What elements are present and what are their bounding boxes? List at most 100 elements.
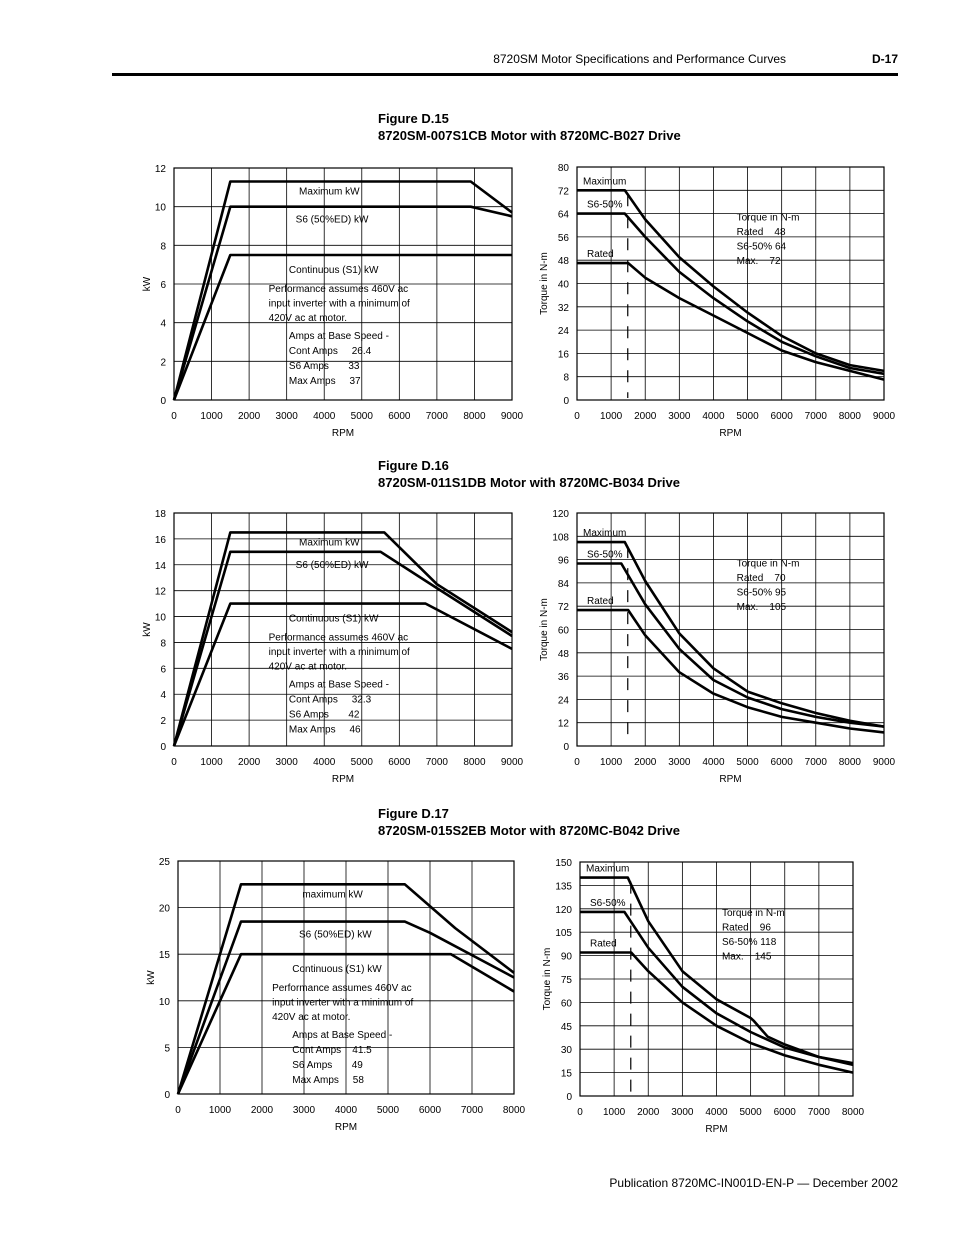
performance-note-line: input inverter with a minimum of — [269, 647, 410, 658]
y-axis-label: kW — [142, 276, 153, 291]
y-tick-label: 30 — [561, 1045, 573, 1056]
x-tick-label: 7000 — [805, 411, 828, 422]
maximum-torque-label: Maximum — [586, 864, 629, 875]
torque-legend-line: S6-50% 118 — [722, 937, 777, 948]
y-tick-label: 4 — [160, 690, 166, 701]
amps-line: Amps at Base Speed - — [289, 680, 389, 691]
x-tick-label: 0 — [574, 757, 580, 768]
maximum-kw-label: Maximum kW — [299, 187, 360, 198]
x-tick-label: 6000 — [771, 411, 794, 422]
plot-frame — [173, 167, 513, 401]
y-tick-label: 105 — [555, 928, 572, 939]
maximum-kw-label: Maximum kW — [299, 537, 360, 548]
page-header-title: 8720SM Motor Specifications and Performa… — [493, 52, 786, 66]
x-tick-label: 2000 — [634, 411, 657, 422]
x-tick-label: 0 — [574, 411, 580, 422]
x-tick-label: 6000 — [388, 411, 411, 422]
y-tick-label: 60 — [561, 998, 573, 1009]
x-tick-label: 5000 — [736, 411, 759, 422]
y-tick-label: 0 — [566, 1092, 572, 1103]
y-tick-label: 80 — [558, 163, 570, 174]
series-line-2 — [176, 952, 515, 1095]
series-line-0 — [172, 531, 513, 747]
figure-title-d15: Figure D.15 8720SM-007S1CB Motor with 87… — [378, 110, 681, 144]
y-tick-label: 45 — [561, 1022, 573, 1033]
y-tick-label: 10 — [159, 997, 171, 1008]
y-tick-label: 120 — [552, 509, 569, 520]
x-axis-label: RPM — [332, 774, 354, 785]
series-line-1 — [176, 920, 515, 1095]
s6-kw-label: S6 (50%ED) kW — [299, 930, 372, 941]
x-tick-label: 6000 — [388, 757, 411, 768]
x-tick-label: 2000 — [238, 411, 261, 422]
performance-note-line: Performance assumes 460V ac — [272, 983, 412, 994]
x-tick-label: 3000 — [293, 1105, 316, 1116]
y-tick-label: 60 — [558, 626, 570, 637]
y-tick-label: 8 — [563, 373, 569, 384]
x-tick-label: 4000 — [702, 411, 725, 422]
x-axis-label: RPM — [332, 428, 354, 439]
continuous-kw-label: Continuous (S1) kW — [289, 614, 379, 625]
x-tick-label: 7000 — [805, 757, 828, 768]
y-tick-label: 10 — [155, 203, 167, 214]
performance-note-line: 420V ac at motor. — [272, 1012, 350, 1023]
y-tick-label: 0 — [160, 396, 166, 407]
y-tick-label: 120 — [555, 905, 572, 916]
x-tick-label: 0 — [171, 411, 177, 422]
x-tick-label: 6000 — [774, 1107, 797, 1118]
y-tick-label: 25 — [159, 857, 171, 868]
x-tick-label: 7000 — [426, 411, 449, 422]
amps-line: Max Amps 37 — [289, 376, 361, 387]
maximum-kw-label: maximum kW — [302, 889, 363, 900]
plot-frame — [579, 861, 854, 1097]
performance-note-line: 420V ac at motor. — [269, 313, 347, 324]
torque-legend-line: Rated 70 — [737, 573, 786, 584]
series-line-2 — [577, 608, 885, 734]
torque-legend-line: Rated 96 — [722, 922, 771, 933]
y-tick-label: 15 — [561, 1069, 573, 1080]
x-tick-label: 1000 — [209, 1105, 232, 1116]
x-tick-label: 7000 — [426, 757, 449, 768]
x-axis-label: RPM — [705, 1124, 727, 1135]
x-tick-label: 4000 — [313, 757, 336, 768]
y-tick-label: 2 — [160, 357, 166, 368]
y-tick-label: 20 — [159, 904, 171, 915]
series-line-2 — [172, 253, 512, 401]
x-tick-label: 5000 — [740, 1107, 763, 1118]
x-tick-label: 1000 — [600, 757, 623, 768]
y-tick-label: 90 — [561, 952, 573, 963]
amps-line: Cont Amps 32.3 — [289, 695, 372, 706]
y-axis-label: kW — [142, 622, 153, 637]
header-rule — [112, 73, 898, 76]
x-axis-label: RPM — [719, 774, 741, 785]
x-tick-label: 0 — [171, 757, 177, 768]
y-tick-label: 40 — [558, 280, 570, 291]
series-line-0 — [176, 883, 515, 1095]
y-tick-label: 96 — [558, 556, 570, 567]
amps-line: S6 Amps 33 — [289, 361, 360, 372]
x-tick-label: 5000 — [736, 757, 759, 768]
torque-legend-line: Torque in N-m — [737, 213, 800, 224]
y-tick-label: 36 — [558, 672, 570, 683]
performance-note-line: input inverter with a minimum of — [269, 299, 410, 310]
amps-line: Cont Amps 41.5 — [292, 1045, 372, 1056]
x-tick-label: 3000 — [276, 411, 299, 422]
x-tick-label: 2000 — [251, 1105, 274, 1116]
y-tick-label: 84 — [558, 579, 570, 590]
y-tick-label: 0 — [563, 396, 569, 407]
maximum-torque-label: Maximum — [583, 176, 626, 187]
series-line-1 — [580, 910, 854, 1065]
y-tick-label: 6 — [160, 280, 166, 291]
y-tick-label: 0 — [563, 742, 569, 753]
series-line-0 — [577, 540, 885, 728]
x-tick-label: 5000 — [351, 757, 374, 768]
y-tick-label: 6 — [160, 664, 166, 675]
x-tick-label: 4000 — [702, 757, 725, 768]
x-tick-label: 2000 — [637, 1107, 660, 1118]
x-tick-label: 1000 — [600, 411, 623, 422]
x-tick-label: 6000 — [771, 757, 794, 768]
figure-caption: 8720SM-015S2EB Motor with 8720MC-B042 Dr… — [378, 823, 681, 838]
y-tick-label: 12 — [558, 719, 570, 730]
